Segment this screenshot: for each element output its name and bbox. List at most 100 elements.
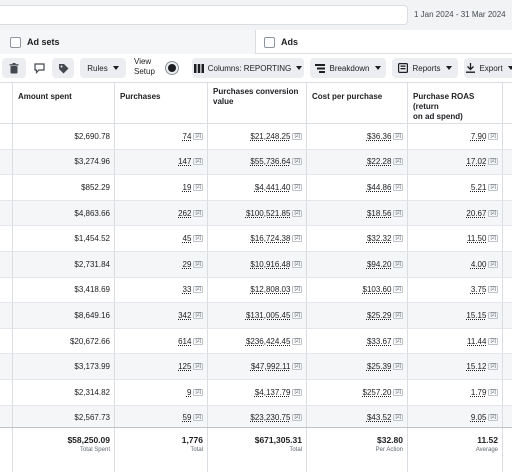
footnote-marker[interactable]: [2] bbox=[193, 260, 203, 268]
cell-value[interactable]: $4,441.40 bbox=[254, 182, 291, 192]
cell-value[interactable]: 4.00 bbox=[470, 259, 487, 269]
table-row[interactable]: $1,454.52 45 [2] $16,724.38 [2] $32.32 [2] 11.5… bbox=[0, 226, 512, 252]
cell-value[interactable]: $36.36 bbox=[366, 131, 392, 141]
footnote-marker[interactable]: [2] bbox=[488, 209, 498, 217]
cell-value[interactable]: $25.29 bbox=[366, 310, 392, 320]
footnote-marker[interactable]: [2] bbox=[393, 311, 403, 319]
cell-value[interactable]: $12,808.03 bbox=[250, 285, 291, 295]
cell-value[interactable]: 59 bbox=[182, 413, 192, 423]
footnote-marker[interactable]: [2] bbox=[488, 337, 498, 345]
footnote-marker[interactable]: [2] bbox=[193, 183, 203, 191]
tag-button[interactable] bbox=[52, 58, 74, 78]
cell-value[interactable]: 45 bbox=[182, 234, 192, 244]
cell-value[interactable]: $94.20 bbox=[366, 259, 392, 269]
cell-value[interactable]: 9 bbox=[186, 387, 192, 397]
cell-value[interactable]: 1.79 bbox=[470, 387, 487, 397]
checkbox[interactable] bbox=[10, 36, 21, 48]
footnote-marker[interactable]: [2] bbox=[393, 414, 403, 422]
cell-value[interactable]: $55,736.64 bbox=[250, 157, 291, 167]
table-row[interactable]: $2,314.82 9 [2] $4,137.79 [2] $257.20 [2] 1.79[… bbox=[0, 380, 512, 406]
table-row[interactable]: $2,731.84 29 [2] $10,916.48 [2] $94.20 [2] 4.00… bbox=[0, 252, 512, 278]
cell-value[interactable]: 9.05 bbox=[470, 413, 487, 423]
cell-value[interactable]: $25.39 bbox=[366, 362, 392, 372]
footnote-marker[interactable]: [2] bbox=[292, 158, 302, 166]
table-row[interactable]: $2,567.73 59 [2] $23,230.75 [2] $43.52 [2] 9.05… bbox=[0, 405, 512, 432]
cell-value[interactable]: $43.52 bbox=[366, 413, 392, 423]
footnote-marker[interactable]: [2] bbox=[393, 363, 403, 371]
cell-value[interactable]: 15.12 bbox=[466, 362, 487, 372]
cell-value[interactable]: $44.86 bbox=[366, 182, 392, 192]
footnote-marker[interactable]: [2] bbox=[393, 388, 403, 396]
cell-value[interactable]: $21,248.25 bbox=[250, 131, 291, 141]
cell-value[interactable]: 74 bbox=[182, 131, 192, 141]
export-dropdown[interactable]: Export bbox=[464, 58, 512, 78]
cell-value[interactable]: $10,916.48 bbox=[250, 259, 291, 269]
table-row[interactable]: $2,690.78 74 [2] $21,248.25 [2] $36.36 [2] 7.90… bbox=[0, 124, 512, 150]
footnote-marker[interactable]: [2] bbox=[488, 235, 498, 243]
cell-value[interactable]: 11.50 bbox=[467, 234, 487, 244]
checkbox[interactable] bbox=[264, 36, 275, 48]
footnote-marker[interactable]: [2] bbox=[292, 183, 302, 191]
footnote-marker[interactable]: [2] bbox=[488, 388, 498, 396]
cell-value[interactable]: $4,137.79 bbox=[254, 387, 291, 397]
footnote-marker[interactable]: [2] bbox=[193, 132, 203, 140]
footnote-marker[interactable]: [2] bbox=[193, 414, 203, 422]
footnote-marker[interactable]: [2] bbox=[488, 260, 498, 268]
cell-value[interactable]: $33.67 bbox=[366, 336, 392, 346]
footnote-marker[interactable]: [2] bbox=[488, 363, 498, 371]
footnote-marker[interactable]: [2] bbox=[193, 235, 203, 243]
footnote-marker[interactable]: [2] bbox=[292, 414, 302, 422]
cell-value[interactable]: $16,724.38 bbox=[250, 234, 291, 244]
footnote-marker[interactable]: [2] bbox=[292, 260, 302, 268]
footnote-marker[interactable]: [2] bbox=[292, 132, 302, 140]
footnote-marker[interactable]: [2] bbox=[393, 158, 403, 166]
delete-button[interactable] bbox=[2, 58, 26, 78]
table-row[interactable]: $3,274.96 147 [2] $55,736.64 [2] $22.28 [2] 17.… bbox=[0, 149, 512, 176]
view-setup-label[interactable]: View Setup bbox=[134, 57, 155, 77]
reports-dropdown[interactable]: Reports bbox=[392, 58, 458, 78]
footnote-marker[interactable]: [2] bbox=[193, 388, 203, 396]
cell-value[interactable]: 125 bbox=[178, 362, 192, 372]
footnote-marker[interactable]: [2] bbox=[393, 337, 403, 345]
cell-value[interactable]: $103.60 bbox=[362, 285, 392, 295]
cell-value[interactable]: 20.67 bbox=[466, 208, 487, 218]
footnote-marker[interactable]: [2] bbox=[292, 337, 302, 345]
footnote-marker[interactable]: [2] bbox=[393, 132, 403, 140]
cell-value[interactable]: $23,230.75 bbox=[250, 413, 291, 423]
tab-ad-sets[interactable]: Ad sets bbox=[0, 30, 256, 54]
footnote-marker[interactable]: [2] bbox=[193, 363, 203, 371]
table-row[interactable]: $8,649.16 342 [2] $131,005.45 [2] $25.29 [2] 15… bbox=[0, 303, 512, 329]
footnote-marker[interactable]: [2] bbox=[393, 209, 403, 217]
footnote-marker[interactable]: [2] bbox=[488, 311, 498, 319]
cell-value[interactable]: $131,005.45 bbox=[245, 310, 291, 320]
column-header-cost-per-purchase[interactable]: Cost per purchase bbox=[306, 83, 407, 125]
view-setup-toggle[interactable] bbox=[166, 62, 178, 74]
footnote-marker[interactable]: [2] bbox=[193, 311, 203, 319]
cell-value[interactable]: $18.56 bbox=[366, 208, 392, 218]
footnote-marker[interactable]: [2] bbox=[292, 388, 302, 396]
footnote-marker[interactable]: [2] bbox=[292, 209, 302, 217]
footnote-marker[interactable]: [2] bbox=[292, 235, 302, 243]
cell-value[interactable]: 262 bbox=[178, 208, 192, 218]
cell-value[interactable]: 29 bbox=[182, 259, 192, 269]
table-row[interactable]: $852.29 19 [2] $4,441.40 [2] $44.86 [2] 5.21 [2] bbox=[0, 175, 512, 201]
cell-value[interactable]: 11.44 bbox=[467, 336, 487, 346]
cell-value[interactable]: 3.75 bbox=[470, 285, 487, 295]
rules-dropdown[interactable]: Rules bbox=[80, 58, 126, 78]
column-header-purchase-roas[interactable]: Purchase ROAS (return on ad spend) bbox=[407, 83, 502, 125]
tab-ads[interactable]: Ads bbox=[264, 30, 298, 54]
footnote-marker[interactable]: [2] bbox=[393, 235, 403, 243]
cell-value[interactable]: $257.20 bbox=[362, 387, 392, 397]
footnote-marker[interactable]: [2] bbox=[393, 183, 403, 191]
footnote-marker[interactable]: [2] bbox=[488, 158, 498, 166]
search-field[interactable] bbox=[0, 5, 408, 25]
cell-value[interactable]: 342 bbox=[178, 310, 192, 320]
date-range-picker[interactable]: 1 Jan 2024 - 31 Mar 2024 bbox=[414, 10, 506, 19]
cell-value[interactable]: 147 bbox=[178, 157, 192, 167]
footnote-marker[interactable]: [2] bbox=[193, 158, 203, 166]
cell-value[interactable]: 19 bbox=[182, 182, 192, 192]
column-header-conversion-value[interactable]: Purchases conversion value bbox=[207, 83, 306, 125]
table-row[interactable]: $3,173.99 125 [2] $47,992.11 [2] $25.39 [2] 15.… bbox=[0, 354, 512, 380]
table-row[interactable]: $20,672.66 614 [2] $236,424.45 [2] $33.67 [2] 1… bbox=[0, 328, 512, 355]
column-header-amount-spent[interactable]: Amount spent bbox=[12, 83, 114, 125]
